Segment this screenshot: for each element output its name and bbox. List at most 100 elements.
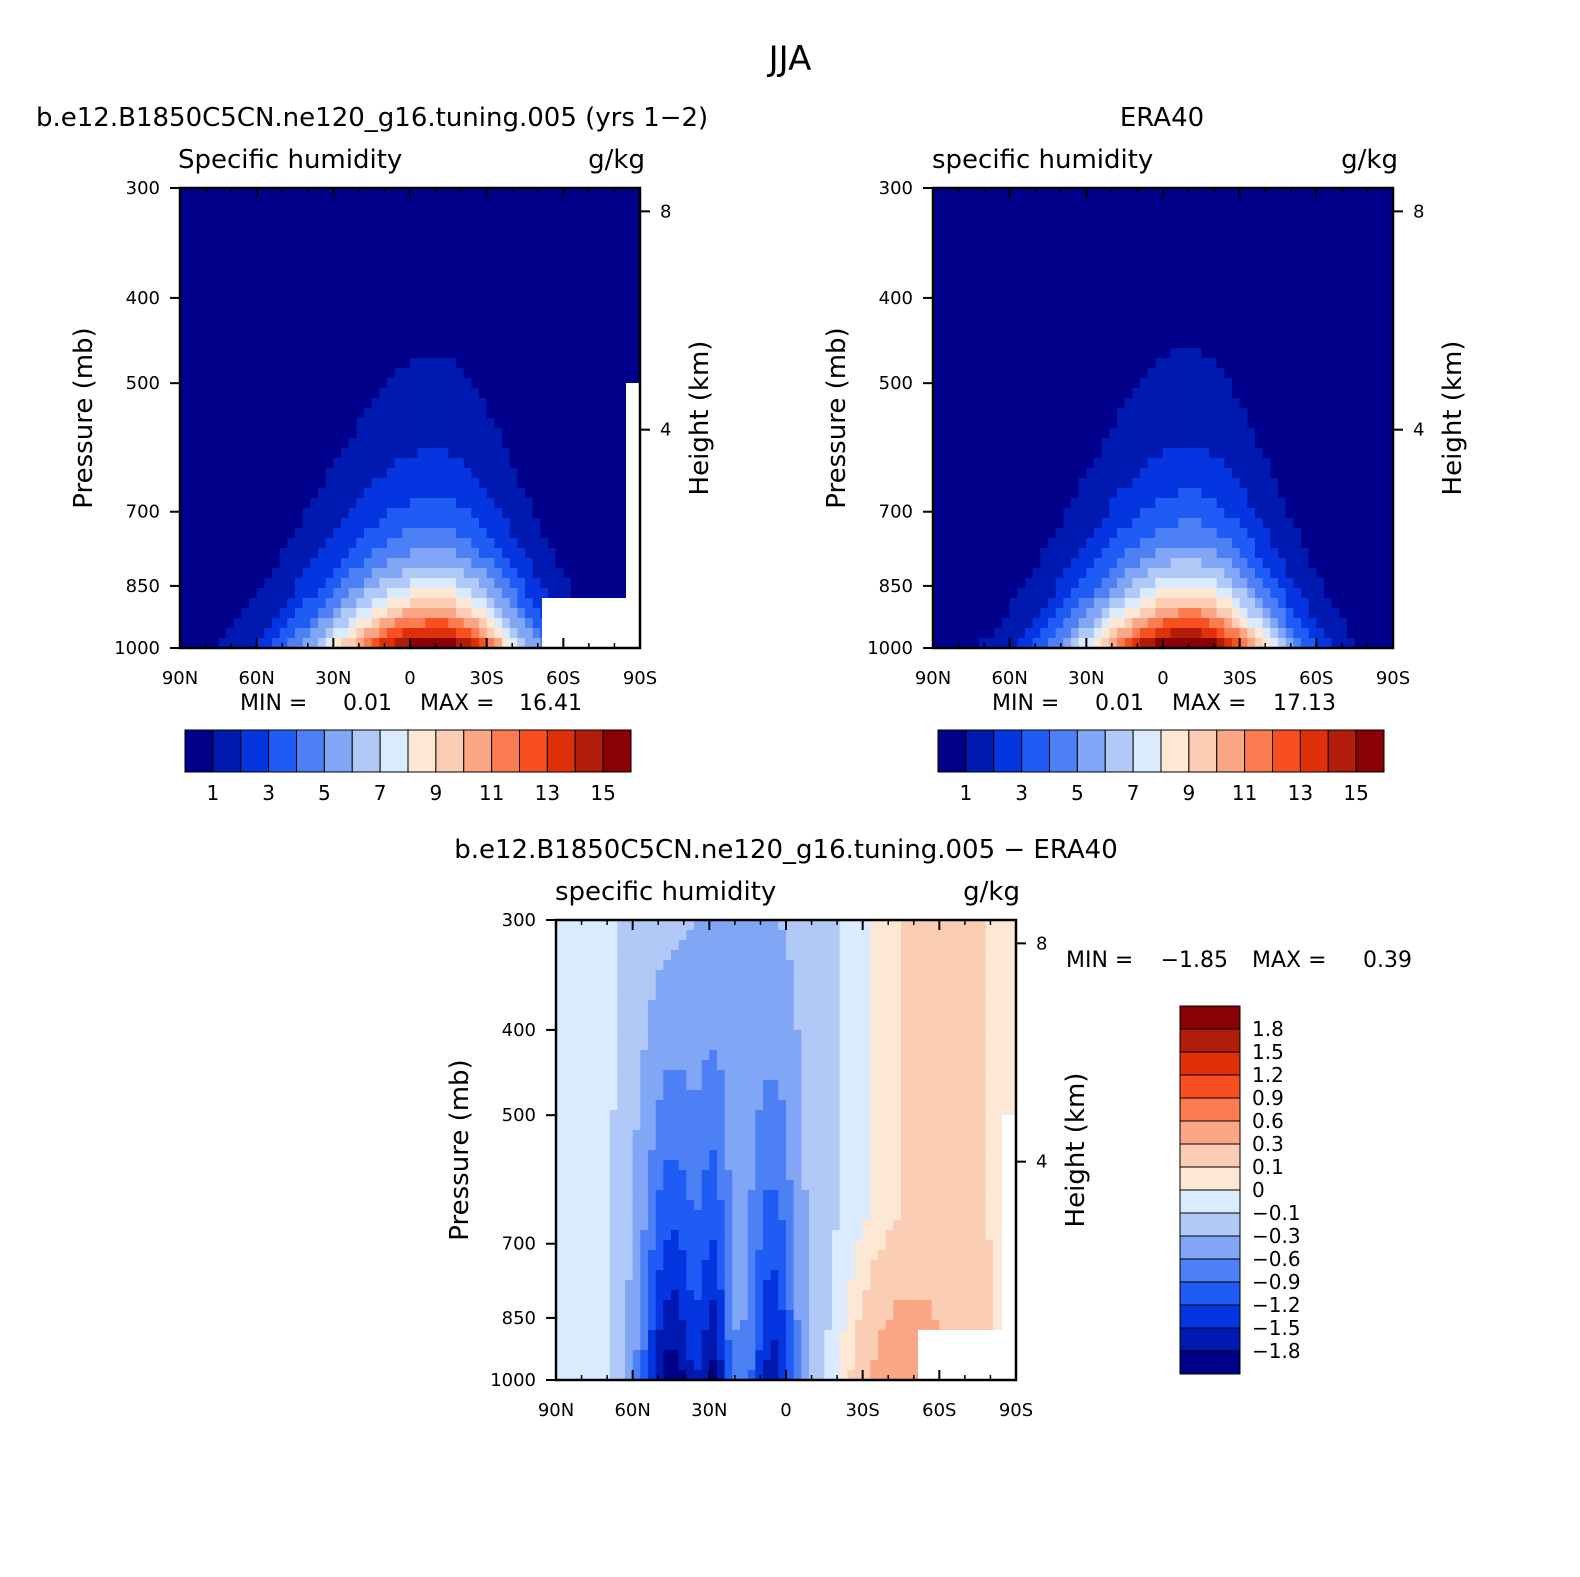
- contour-cell: [1124, 298, 1133, 309]
- contour-cell: [433, 288, 442, 299]
- contour-cell: [256, 548, 265, 559]
- contour-cell: [1140, 338, 1149, 349]
- contour-cell: [325, 538, 334, 549]
- contour-cell: [1025, 358, 1034, 369]
- contour-cell: [241, 508, 250, 519]
- contour-cell: [1224, 598, 1233, 609]
- contour-cell: [356, 248, 365, 259]
- contour-cell: [341, 608, 350, 619]
- contour-cell: [287, 418, 296, 429]
- contour-cell: [1055, 368, 1064, 379]
- contour-cell: [1140, 348, 1149, 359]
- contour-cell: [233, 458, 242, 469]
- contour-cell: [1255, 278, 1264, 289]
- contour-cell: [1170, 608, 1179, 619]
- contour-cell: [264, 318, 273, 329]
- contour-cell: [555, 258, 564, 269]
- contour-cell: [1048, 188, 1057, 199]
- contour-cell: [933, 618, 942, 629]
- contour-cell: [218, 338, 227, 349]
- contour-cell: [195, 328, 204, 339]
- contour-cell: [517, 218, 526, 229]
- contour-cell: [402, 448, 411, 459]
- contour-cell: [417, 228, 426, 239]
- contour-cell: [1239, 298, 1248, 309]
- contour-cell: [417, 568, 426, 579]
- min-label: MIN =: [240, 691, 307, 716]
- contour-cell: [1155, 478, 1164, 489]
- contour-cell: [272, 268, 281, 279]
- contour-cell: [1101, 298, 1110, 309]
- contour-cell: [986, 638, 995, 649]
- contour-cell: [310, 248, 319, 259]
- contour-cell: [548, 378, 557, 389]
- contour-cell: [379, 408, 388, 419]
- contour-cell: [1163, 558, 1172, 569]
- contour-cell: [479, 538, 488, 549]
- contour-cell: [226, 228, 235, 239]
- contour-cell: [456, 238, 465, 249]
- contour-cell: [1224, 288, 1233, 299]
- contour-cell: [226, 458, 235, 469]
- contour-cell: [517, 398, 526, 409]
- contour-cell: [180, 228, 189, 239]
- contour-cell: [287, 508, 296, 519]
- contour-cell: [279, 498, 288, 509]
- contour-cell: [1117, 318, 1126, 329]
- contour-cell: [1040, 468, 1049, 479]
- contour-cell: [371, 538, 380, 549]
- contour-cell: [1285, 278, 1294, 289]
- contour-cell: [1140, 528, 1149, 539]
- contour-cell: [1147, 368, 1156, 379]
- contour-cell: [1025, 478, 1034, 489]
- contour-cell: [994, 278, 1003, 289]
- contour-cell: [302, 528, 311, 539]
- contour-cell: [948, 638, 957, 649]
- contour-cell: [440, 608, 449, 619]
- contour-cell: [1270, 588, 1279, 599]
- contour-cell: [1017, 198, 1026, 209]
- contour-cell: [440, 538, 449, 549]
- contour-cell: [1193, 418, 1202, 429]
- contour-cell: [1071, 598, 1080, 609]
- contour-cell: [241, 538, 250, 549]
- contour-cell: [402, 418, 411, 429]
- contour-cell: [986, 598, 995, 609]
- contour-cell: [986, 338, 995, 349]
- contour-cell: [402, 358, 411, 369]
- contour-cell: [302, 288, 311, 299]
- contour-cell: [1071, 318, 1080, 329]
- contour-cell: [1017, 478, 1026, 489]
- contour-cell: [563, 328, 572, 339]
- contour-cell: [1009, 518, 1018, 529]
- contour-cell: [971, 278, 980, 289]
- colorbar-box: [435, 729, 465, 773]
- contour-cell: [371, 518, 380, 529]
- contour-cell: [1094, 448, 1103, 459]
- contour-cell: [371, 368, 380, 379]
- contour-cell: [517, 518, 526, 529]
- contour-cell: [479, 618, 488, 629]
- contour-cell: [1201, 578, 1210, 589]
- contour-cell: [1086, 428, 1095, 439]
- contour-cell: [1032, 358, 1041, 369]
- contour-cell: [272, 408, 281, 419]
- contour-cell: [371, 498, 380, 509]
- contour-cell: [571, 568, 580, 579]
- contour-cell: [471, 548, 480, 559]
- contour-cell: [1186, 348, 1195, 359]
- contour-cell: [371, 468, 380, 479]
- contour-cell: [609, 468, 618, 479]
- contour-cell: [325, 578, 334, 589]
- contour-cell: [295, 188, 304, 199]
- contour-cell: [1002, 488, 1011, 499]
- contour-cell: [325, 248, 334, 259]
- contour-cell: [463, 418, 472, 429]
- contour-cell: [502, 488, 511, 499]
- contour-cell: [348, 388, 357, 399]
- contour-cell: [394, 328, 403, 339]
- contour-cell: [1017, 558, 1026, 569]
- contour-cell: [371, 338, 380, 349]
- contour-cell: [249, 298, 258, 309]
- contour-cell: [310, 368, 319, 379]
